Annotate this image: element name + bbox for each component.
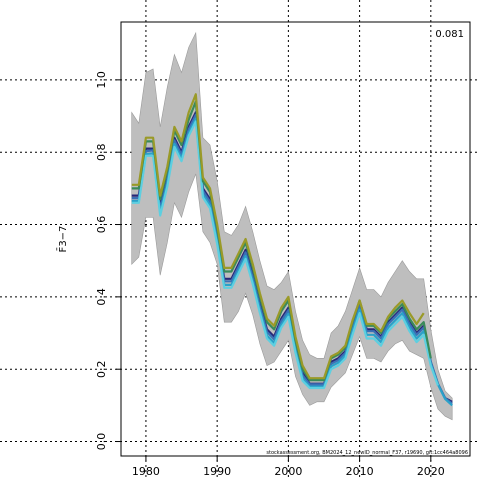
corner-value: 0.081 (435, 29, 464, 40)
series-line-5 (131, 93, 425, 380)
series-line-3 (131, 120, 439, 390)
y-tick-label-0: 0.0 (95, 433, 108, 451)
footnote: stockassessment.org, BM2024_12_newID_nor… (266, 450, 468, 456)
x-tick-label-3: 2010 (346, 465, 374, 478)
y-tick-label-4: 0.8 (95, 143, 108, 161)
x-axis: 1980 1990 2000 2010 2020 (132, 455, 445, 478)
y-tick-label-1: 0.2 (95, 360, 108, 378)
x-tick-label-2: 2000 (274, 465, 302, 478)
x-tick-label-4: 2020 (417, 465, 445, 478)
y-tick-label-5: 1.0 (95, 71, 108, 89)
confidence-band (131, 31, 453, 421)
y-axis-label: F̄3−7 (56, 226, 69, 253)
y-tick-label-2: 0.4 (95, 288, 108, 306)
series-line-4 (131, 100, 432, 382)
x-tick-label-1: 1990 (203, 465, 231, 478)
x-tick-label-0: 1980 (132, 465, 160, 478)
y-axis: 0.0 0.2 0.4 0.6 0.8 1.0 (95, 71, 122, 451)
y-tick-label-3: 0.6 (95, 216, 108, 234)
series-lines (131, 93, 453, 407)
